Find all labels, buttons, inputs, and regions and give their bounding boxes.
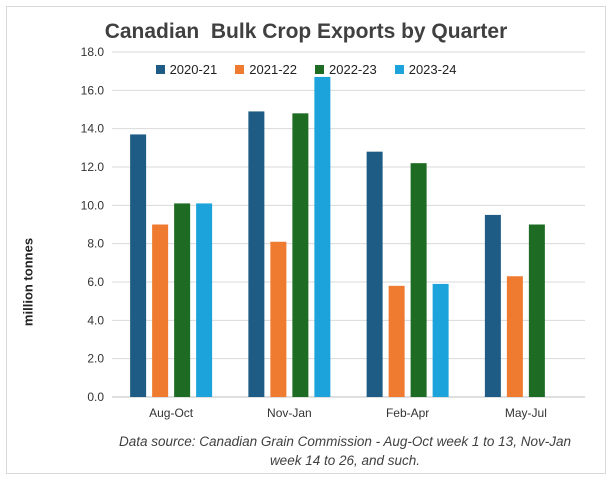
bar-2020-21-May-Jul [484, 214, 501, 397]
y-tick-label: 12.0 [81, 160, 105, 174]
legend-label: 2021-22 [249, 62, 297, 77]
legend-item-2023-24: 2023-24 [394, 62, 457, 77]
bar-2021-22-Feb-Apr [388, 285, 405, 397]
legend-label: 2023-24 [408, 62, 457, 77]
y-tick-label: 2.0 [87, 352, 104, 366]
legend-item-2020-21: 2020-21 [155, 62, 218, 77]
legend-item-2021-22: 2021-22 [235, 62, 297, 77]
bar-2021-22-Aug-Oct [152, 224, 169, 397]
legend-label: 2022-23 [329, 62, 377, 77]
y-tick-label: 6.0 [87, 275, 104, 289]
bar-2023-24-Nov-Jan [314, 76, 331, 398]
bar-2020-21-Nov-Jan [248, 111, 265, 398]
x-tick-label: May-Jul [505, 406, 547, 420]
x-tick-label: Nov-Jan [267, 406, 312, 420]
y-tick-label: 16.0 [81, 83, 105, 97]
chart-legend: 2020-21 2021-22 2022-23 2023-24 [0, 62, 612, 77]
x-tick-label: Feb-Apr [386, 406, 429, 420]
legend-swatch [315, 65, 324, 74]
y-tick-label: 8.0 [87, 237, 104, 251]
y-tick-label: 10.0 [81, 198, 105, 212]
source-note: Data source: Canadian Grain Commission -… [119, 434, 571, 468]
bar-2022-23-Nov-Jan [292, 113, 309, 397]
bar-2022-23-Aug-Oct [174, 203, 191, 397]
bar-2021-22-May-Jul [506, 276, 523, 397]
legend-item-2022-23: 2022-23 [315, 62, 377, 77]
bar-2022-23-May-Jul [528, 224, 545, 397]
bar-2023-24-Aug-Oct [196, 203, 213, 397]
bar-2021-22-Nov-Jan [270, 241, 287, 397]
chart-title: Canadian Bulk Crop Exports by Quarter [104, 20, 508, 43]
y-tick-label: 4.0 [87, 313, 104, 327]
legend-swatch [155, 65, 165, 74]
x-tick-label: Aug-Oct [149, 406, 194, 420]
bar-2023-24-Feb-Apr [432, 283, 449, 397]
legend-swatch [394, 65, 404, 74]
legend-label: 2020-21 [169, 62, 218, 77]
y-tick-label: 0.0 [87, 390, 104, 404]
y-tick-label: 14.0 [81, 122, 105, 136]
bar-2020-21-Feb-Apr [366, 151, 383, 397]
y-tick-label: 18.0 [81, 45, 105, 59]
bar-2022-23-Feb-Apr [410, 163, 427, 397]
legend-swatch [235, 65, 245, 74]
bar-2020-21-Aug-Oct [130, 134, 147, 397]
